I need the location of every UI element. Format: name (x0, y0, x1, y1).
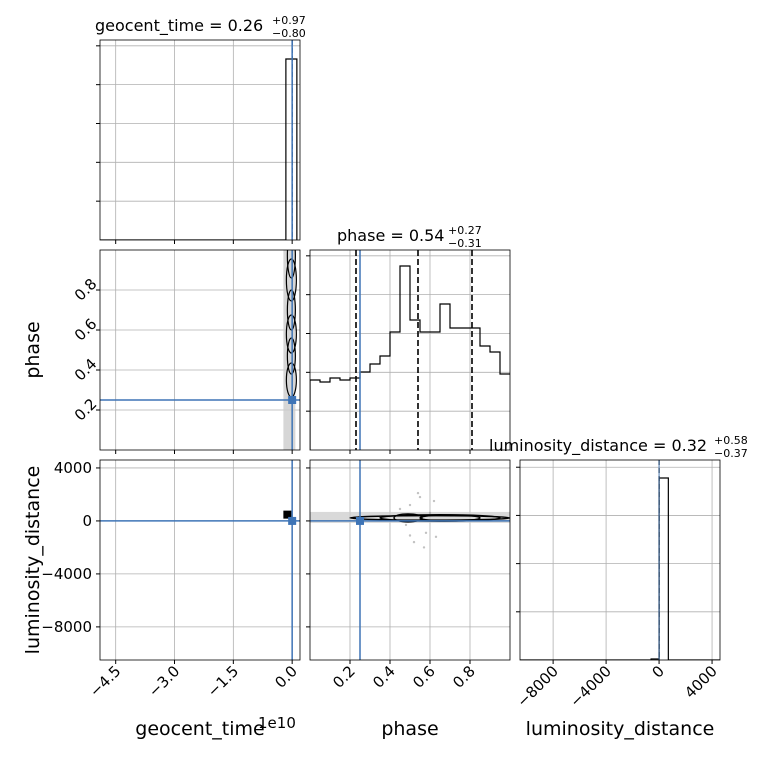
frame-p00 (99, 39, 301, 241)
frame-p20 (99, 459, 301, 661)
phase-vs-geocent-time-contour-2 (286, 289, 296, 331)
ld-vs-phase-injection-marker (356, 516, 364, 525)
x-axis-offset-geocent-time: 1e10 (258, 714, 296, 732)
ld-vs-phase-density-band (310, 511, 510, 523)
phase-histogram-step (310, 265, 510, 450)
frame-p11 (309, 249, 511, 451)
x-axis-label-phase: phase (381, 718, 438, 740)
ld-hist-xtick-label-1: −4000 (566, 662, 615, 711)
ld-vs-geocent-time-injection-marker (288, 516, 297, 525)
phase-vs-geocent-time-ytick-label-2: 0.6 (71, 315, 101, 345)
luminosity-distance-title-minus: −0.37 (714, 447, 748, 460)
ld-vs-phase-scatter-point-7 (416, 491, 420, 495)
x-axis-label-luminosity-distance: luminosity_distance (526, 718, 715, 740)
geocent-time-title-plus: +0.97 (272, 14, 306, 27)
ld-vs-geocent-time-xtick-label-0: −4.5 (86, 662, 124, 700)
ld-vs-geocent-time-ytick-label-2: 0 (82, 512, 92, 530)
panel-luminosity-distance-vs-geocent-time (100, 460, 300, 660)
ld-vs-phase-scatter-point-9 (422, 546, 426, 549)
phase-vs-geocent-time-injection-marker (288, 396, 297, 404)
ld-vs-geocent-time-ytick-label-1: −4000 (41, 565, 92, 583)
ld-vs-geocent-time-density (283, 510, 292, 519)
phase-title-plus: +0.27 (448, 224, 482, 237)
geocent-time-title-minus: −0.80 (272, 27, 306, 40)
geocent-time-title: geocent_time = 0.26 (95, 16, 263, 36)
ld-vs-phase-scatter-point-6 (434, 535, 438, 539)
ld-vs-phase-scatter-point-4 (428, 511, 432, 515)
phase-vs-geocent-time-ytick-label-3: 0.8 (71, 275, 101, 305)
ld-vs-phase-scatter-point-0 (418, 495, 422, 499)
ld-hist-xtick-label-2: 0 (648, 662, 667, 681)
frame-p21 (309, 459, 511, 661)
ld-vs-phase-scatter-point-8 (398, 507, 402, 511)
ld-hist-xtick-label-0: −8000 (513, 662, 562, 711)
phase-vs-geocent-time-contour-1 (285, 258, 297, 302)
x-axis-label-geocent-time: geocent_time (135, 718, 264, 740)
luminosity-distance-title-plus: +0.58 (714, 434, 748, 447)
panel-phase-hist (310, 250, 510, 450)
ld-hist-xtick-label-3: 4000 (681, 662, 721, 702)
phase-vs-geocent-time-contour-4 (286, 337, 296, 375)
ld-vs-phase-xtick-label-1: 0.4 (369, 662, 399, 692)
ld-vs-phase-scatter-point-2 (424, 531, 428, 535)
panel-geocent-time-hist (100, 40, 300, 240)
phase-title: phase = 0.54 (337, 226, 444, 245)
ld-vs-phase-xtick-label-3: 0.8 (449, 662, 479, 692)
ld-vs-geocent-time-xtick-label-2: −1.5 (204, 662, 242, 700)
ld-vs-phase-scatter-point-11 (408, 534, 412, 537)
ld-vs-geocent-time-ytick-label-0: −8000 (41, 618, 92, 636)
ld-vs-phase-xtick-label-2: 0.6 (409, 662, 439, 692)
luminosity-distance-title: luminosity_distance = 0.32 (489, 436, 707, 456)
ld-vs-geocent-time-ytick-label-3: 4000 (54, 459, 92, 477)
ld-vs-phase-contour-3 (349, 515, 510, 521)
phase-vs-geocent-time-contour-3 (285, 314, 297, 354)
ld-vs-phase-scatter-point-10 (432, 499, 436, 503)
ld-vs-phase-scatter-point-5 (404, 523, 408, 527)
panel-luminosity-distance-hist (520, 460, 720, 660)
ld-vs-phase-contour-0 (393, 513, 423, 523)
ld-vs-phase-scatter-point-3 (412, 540, 416, 544)
panel-phase-vs-geocent-time (100, 250, 300, 450)
y-axis-label-luminosity-distance: luminosity_distance (22, 466, 44, 655)
y-axis-label-phase: phase (22, 321, 44, 378)
ld-vs-phase-xtick-label-0: 0.2 (329, 662, 359, 692)
ld-vs-geocent-time-xtick-label-3: 0.0 (271, 662, 301, 692)
geocent-time-histogram-bar (100, 58, 298, 240)
phase-vs-geocent-time-contour-0 (286, 250, 296, 279)
phase-vs-geocent-time-ytick-label-1: 0.4 (71, 355, 101, 385)
frame-p10 (99, 249, 301, 451)
ld-histogram-bar (520, 477, 720, 660)
ld-vs-geocent-time-xtick-label-1: −3.0 (145, 662, 183, 700)
phase-title-minus: −0.31 (448, 237, 482, 250)
frame-p22 (519, 459, 721, 661)
panel-luminosity-distance-vs-phase (310, 460, 510, 660)
phase-vs-geocent-time-ytick-label-0: 0.2 (71, 395, 101, 425)
ld-vs-phase-scatter-point-1 (408, 503, 412, 507)
